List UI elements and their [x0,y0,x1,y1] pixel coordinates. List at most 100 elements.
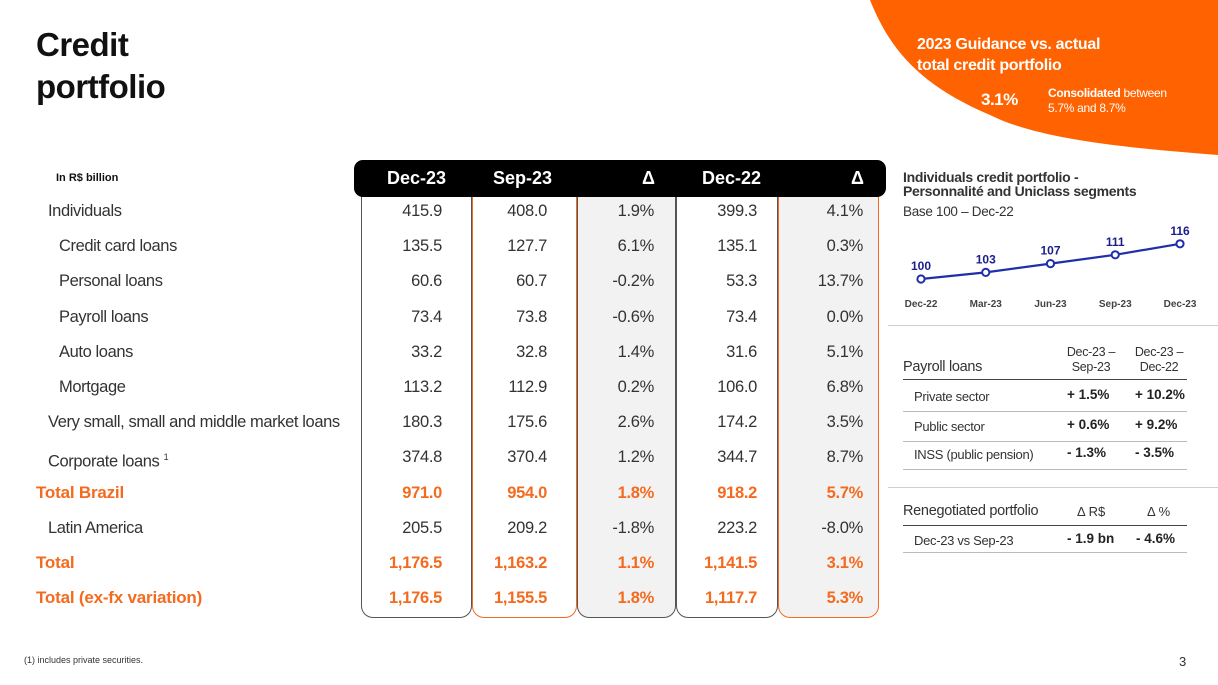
table-cell: 127.7 [507,237,547,255]
table-cell: 1,176.5 [389,554,442,572]
table-cell: 0.0% [826,308,864,326]
table-cell: 408.0 [507,202,547,220]
table-cell: -0.6% [612,308,654,326]
table-cell: 6.1% [617,237,655,255]
header-delta-1: Δ [642,168,655,188]
table-cell: 135.5 [402,237,442,255]
row-label: Total (ex-fx variation) [36,588,203,607]
table-cell: 0.2% [617,378,655,396]
footnote: (1) includes private securities. [24,655,144,665]
page-number: 3 [1179,654,1187,669]
payroll-value-qoq: + 1.5% [1067,387,1110,402]
table-cell: 1.4% [617,343,655,361]
table-cell: 6.8% [826,378,864,396]
table-cell: 344.7 [717,448,757,466]
data-label: 107 [1040,244,1060,258]
table-cell: 8.7% [826,448,864,466]
guidance-heading: 2023 Guidance vs. actual total credit po… [917,36,1101,74]
table-cell: 13.7% [817,272,864,290]
table-cell: 1.8% [617,589,655,607]
table-cell: 4.1% [826,202,864,220]
table-cell: 3.5% [826,413,864,431]
x-tick-label: Dec-22 [905,299,938,310]
table-cell: 971.0 [402,484,442,502]
payroll-col2-header: Dec-23 – Dec-22 [1134,345,1184,374]
renegotiated-col2-header: Δ % [1147,504,1171,519]
title-line-1: Credit [36,26,129,63]
table-cell: 33.2 [411,343,442,361]
table-cell: 60.6 [411,272,442,290]
row-label: Auto loans [59,343,133,361]
renegotiated-value-rs: - 1.9 bn [1067,531,1115,546]
row-label: Very small, small and middle market loan… [48,413,340,431]
payroll-value-qoq: - 1.3% [1067,445,1107,460]
table-cell: 399.3 [717,202,757,220]
table-cell: 32.8 [516,343,547,361]
col-box-delta2 [778,192,879,618]
header-delta-2: Δ [851,168,864,188]
guidance-note: Consolidated between 5.7% and 8.7% [1048,86,1167,115]
table-cell: 370.4 [507,448,547,466]
col-box-delta1 [577,192,676,618]
payroll-col1-header: Dec-23 – Sep-23 [1066,345,1116,374]
table-cell: 175.6 [507,413,547,431]
row-label: Personal loans [59,272,163,290]
table-cell: 53.3 [726,272,757,290]
table-cell: 2.6% [617,413,655,431]
table-cell: 73.4 [726,308,757,326]
payroll-title: Payroll loans [903,359,983,375]
table-cell: 954.0 [507,484,547,502]
payroll-row-label: Public sector [914,419,985,434]
data-label: 116 [1170,224,1190,238]
table-cell: 73.8 [516,308,547,326]
table-cell: 1.1% [617,554,655,572]
data-label: 100 [911,259,931,273]
table-cell: 31.6 [726,343,757,361]
x-tick-label: Mar-23 [970,299,1003,310]
renegotiated-rule [903,525,1187,526]
chart-subtitle: Base 100 – Dec-22 [903,204,1014,219]
row-label: Individuals [48,202,122,220]
table-cell: 374.8 [402,448,442,466]
table-cell: 180.3 [402,413,442,431]
table-cell: 60.7 [516,272,547,290]
table-header-bar [354,160,886,197]
table-cell: 1,155.5 [494,589,547,607]
row-label: Mortgage [59,378,126,396]
row-label: Corporate loans 1 [48,452,169,471]
header-dec22: Dec-22 [702,168,762,188]
table-cell: -0.2% [612,272,654,290]
data-point [1110,250,1120,260]
table-cell: 1.8% [617,484,655,502]
page-title: Credit portfolio [36,24,166,108]
table-cell: 112.9 [508,378,547,396]
payroll-value-yoy: + 9.2% [1135,417,1178,432]
table-cell: 106.0 [717,378,757,396]
col-box-dec22 [676,192,778,618]
units-label: In R$ billion [56,172,119,184]
guidance-background [870,0,1218,155]
x-tick-label: Sep-23 [1099,299,1132,310]
table-cell: 209.2 [507,519,547,537]
renegotiated-col1-header: Δ R$ [1077,504,1106,519]
row-label: Total Brazil [36,483,124,502]
table-cell: 1,117.7 [704,589,757,607]
data-point [981,267,991,278]
chart-title: Individuals credit portfolio - Personnal… [903,169,1137,199]
header-sep23: Sep-23 [493,168,553,188]
table-cell: 415.9 [402,202,442,220]
table-cell: 3.1% [826,554,864,572]
data-point [1175,239,1185,249]
renegotiated-title: Renegotiated portfolio [903,503,1039,519]
divider [888,487,1218,488]
table-cell: 174.2 [717,413,757,431]
table-cell: 0.3% [826,237,864,255]
row-label: Credit card loans [59,237,177,255]
individuals-line-chart: 100 Dec-22 103 Mar-23 107 Jun-23 111 Sep-23 116 D… [905,224,1197,310]
table-cell: 1,163.2 [494,554,547,572]
payroll-header-rule [903,379,1187,380]
payroll-row-rule [903,441,1187,442]
payroll-row-label: INSS (public pension) [914,447,1034,462]
divider [888,325,1218,326]
table-cell: 918.2 [717,484,757,502]
